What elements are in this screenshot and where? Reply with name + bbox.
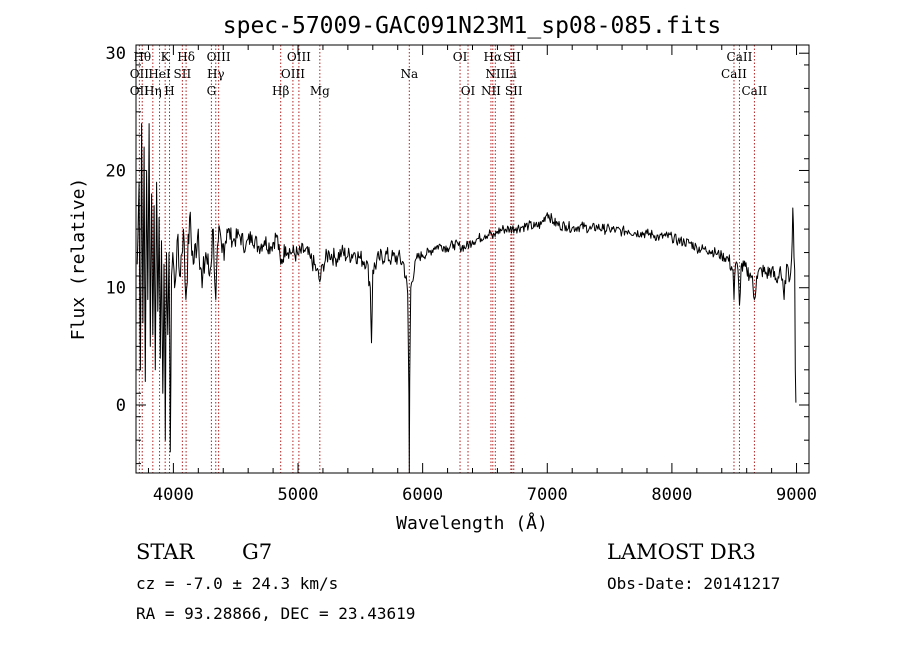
line-label-sii: SII [503, 50, 521, 64]
line-label-g: G [207, 84, 217, 98]
x-tick-label: 4000 [153, 485, 194, 505]
line-label-na: Na [400, 67, 418, 81]
line-label-nii: NII [485, 67, 505, 81]
x-axis-label: Wavelength (Å) [396, 512, 548, 534]
plot-frame [135, 44, 810, 474]
line-label-li: Li [505, 67, 517, 81]
survey-name: LAMOST DR3 [607, 540, 756, 564]
line-label-hei: HeI [148, 67, 171, 81]
line-label-nii: NII [481, 84, 501, 98]
line-label-h: H [164, 84, 174, 98]
x-tick-label: 7000 [527, 485, 568, 505]
y-axis-label: Flux (relative) [68, 178, 89, 341]
y-tick-label: 30 [106, 44, 126, 64]
line-label-oi: OI [461, 84, 476, 98]
line-label-oii: OII [130, 67, 150, 81]
line-label-oiii: OIII [281, 67, 305, 81]
spectrum-series [136, 123, 797, 474]
line-label-oii: OII [130, 84, 150, 98]
line-label-caii: CaII [721, 67, 747, 81]
line-label-sii: SII [174, 67, 192, 81]
line-label-sii: SII [505, 84, 523, 98]
line-label-k: K [161, 50, 171, 64]
axes: 4000 5000 6000 7000 8000 9000 0 10 20 30 [106, 44, 817, 505]
flux-line [136, 123, 797, 474]
coordinates: RA = 93.28866, DEC = 23.43619 [136, 604, 416, 623]
object-class: STAR [136, 540, 195, 564]
line-label-mg: Mg [310, 84, 330, 98]
line-label-hα: Hα [484, 50, 503, 64]
line-label-caii: CaII [727, 50, 753, 64]
line-label-hδ: Hδ [177, 50, 195, 64]
chart-title: spec-57009-GAC091N23M1_sp08-085.fits [223, 13, 722, 39]
y-tick-label: 20 [106, 161, 126, 181]
line-label-oiii: OIII [287, 50, 311, 64]
x-tick-label: 5000 [278, 485, 319, 505]
line-label-oi: OI [453, 50, 468, 64]
redshift-info: cz = -7.0 ± 24.3 km/s [136, 574, 339, 593]
line-label-hη: Hη [144, 84, 162, 98]
line-label-hγ: Hγ [207, 67, 225, 81]
line-label-oiii: OIII [207, 50, 231, 64]
object-subclass: G7 [242, 540, 273, 564]
line-label-hβ: Hβ [272, 84, 289, 98]
y-tick-label: 0 [116, 396, 126, 416]
x-tick-label: 6000 [402, 485, 443, 505]
line-label-caii: CaII [741, 84, 767, 98]
x-tick-label: 8000 [651, 485, 692, 505]
observation-date: Obs-Date: 20141217 [607, 574, 781, 593]
y-tick-label: 10 [106, 279, 126, 299]
spectral-line-markers [138, 45, 755, 473]
x-tick-label: 9000 [776, 485, 817, 505]
